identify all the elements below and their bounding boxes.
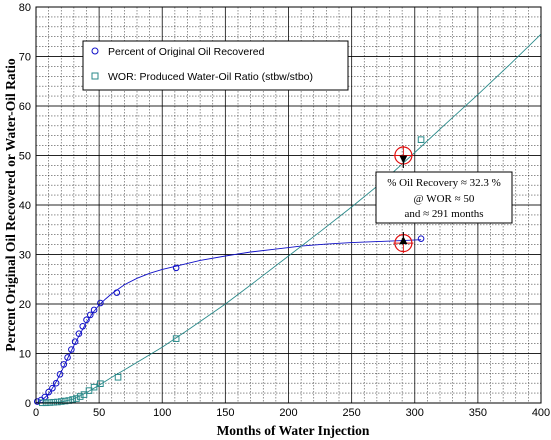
annotation-arrowhead (399, 155, 408, 164)
annotation: % Oil Recovery ≈ 32.3 % @ WOR ≈ 50 and ≈… (375, 145, 513, 254)
data-point-wor (114, 373, 122, 381)
data-point-oil (90, 306, 98, 314)
legend-marker-wor (91, 72, 99, 80)
data-point-oil (68, 346, 75, 353)
data-point-wor (85, 387, 93, 394)
data-point-oil (172, 264, 180, 272)
y-tick-label: 20 (19, 299, 31, 311)
data-point-wor (76, 393, 84, 400)
legend-label-wor: WOR: Produced Water-Oil Ratio (stbw/stbo… (108, 71, 313, 83)
series-lines (35, 33, 542, 404)
data-point-wor (172, 335, 180, 342)
data-point-oil (75, 330, 83, 338)
data-point-oil (49, 384, 56, 392)
data-point-wor (61, 397, 69, 405)
data-point-oil (45, 388, 52, 396)
y-tick-label: 60 (19, 101, 31, 113)
x-tick-label: 200 (279, 407, 297, 419)
x-tick-label: 150 (216, 407, 234, 419)
data-point-oil (113, 289, 121, 296)
data-point-wor (54, 398, 61, 406)
data-point-oil (79, 322, 87, 330)
data-point-wor (50, 398, 57, 406)
y-tick-label: 10 (19, 349, 31, 361)
x-tick-label: 100 (153, 407, 171, 419)
y-axis-title: Percent Original Oil Recovered or Water-… (3, 58, 18, 351)
x-tick-label: 400 (532, 407, 550, 419)
tick-labels: 0 50 100 150 200 250 300 350 400 0 10 20 30 40 50 60 70 8… (19, 2, 550, 419)
legend-box (82, 40, 349, 91)
data-point-oil (60, 361, 68, 368)
data-point-wor (90, 383, 98, 391)
legend-marker-oil (91, 47, 99, 55)
data-point-oil (97, 299, 104, 307)
data-point-wor (80, 391, 88, 398)
annotation-arrowhead (399, 236, 408, 245)
x-tick-label: 50 (93, 407, 105, 419)
x-tick-label: 300 (406, 407, 424, 419)
legend-label-oil: Percent of Original Oil Recovered (108, 46, 265, 58)
data-point-wor (417, 136, 425, 143)
data-point-wor (69, 396, 76, 403)
annotation-line-2: @ WOR ≈ 50 (414, 193, 475, 205)
annotation-markers (393, 145, 414, 254)
y-tick-label: 70 (19, 52, 31, 64)
series-markers (33, 136, 425, 407)
data-point-oil (86, 311, 94, 319)
annotation-box (375, 171, 513, 224)
legend: Percent of Original Oil Recovered WOR: P… (82, 40, 349, 91)
x-tick-label: 350 (469, 407, 487, 419)
data-point-oil (52, 379, 60, 387)
data-point-wor (73, 395, 80, 402)
y-tick-label: 50 (19, 151, 31, 163)
series-line-1 (35, 33, 542, 404)
data-point-oil (83, 316, 90, 324)
x-axis-title: Months of Water Injection (217, 423, 370, 438)
series-line-0 (35, 239, 422, 404)
x-tick-label: 250 (342, 407, 360, 419)
x-tick-label: 0 (33, 407, 39, 419)
y-tick-label: 30 (19, 250, 31, 262)
data-point-oil (417, 235, 425, 242)
annotation-line-3: and ≈ 291 months (404, 208, 483, 220)
y-tick-label: 80 (19, 2, 31, 14)
data-point-wor (57, 398, 65, 405)
data-point-wor (97, 380, 104, 387)
data-point-oil (71, 338, 79, 345)
annotation-line-1: % Oil Recovery ≈ 32.3 % (387, 177, 501, 189)
data-point-oil (56, 370, 64, 378)
plot-frame (35, 6, 542, 404)
data-point-oil (64, 354, 71, 361)
data-point-oil (33, 398, 41, 405)
y-tick-label: 0 (25, 398, 31, 410)
y-tick-label: 40 (19, 200, 31, 212)
